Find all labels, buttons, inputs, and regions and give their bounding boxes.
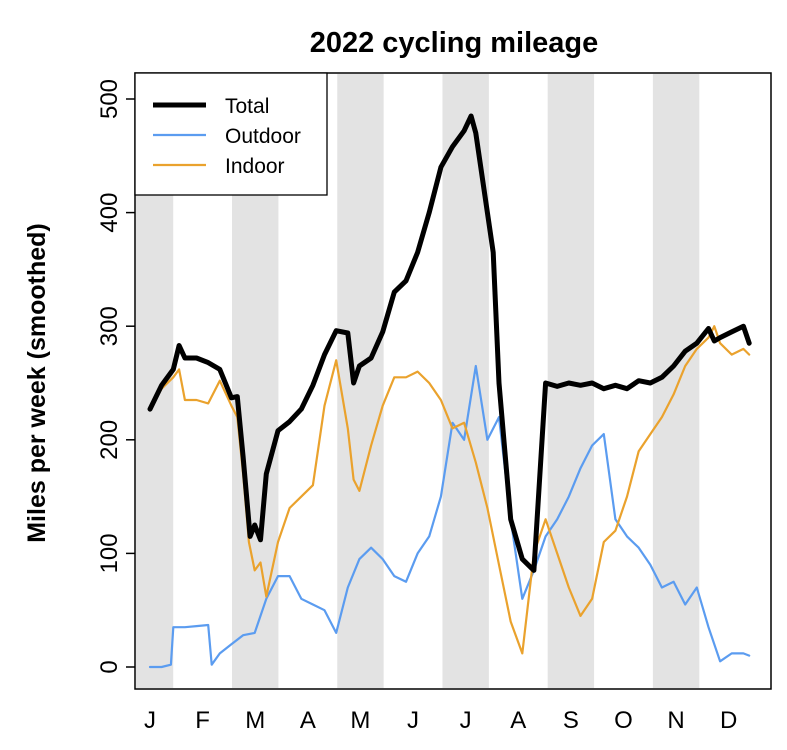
x-tick-label: D [720, 707, 737, 734]
series-line-outdoor [148, 364, 751, 669]
x-tick-label: A [510, 707, 526, 734]
y-tick-label: 400 [96, 193, 123, 233]
chart-title: 2022 cycling mileage [310, 27, 599, 59]
x-tick-label: M [350, 707, 370, 734]
y-tick-label: 100 [96, 533, 123, 573]
plot-lines [147, 113, 752, 669]
legend: Total Outdoor Indoor [134, 72, 328, 196]
x-tick-label: O [614, 707, 633, 734]
series-line-total [147, 113, 752, 573]
x-tick-label: S [563, 707, 579, 734]
x-tick-label: F [195, 707, 210, 734]
y-axis: 0 100 200 300 400 500 [96, 79, 135, 674]
legend-label-outdoor: Outdoor [225, 125, 301, 148]
plot-frame [134, 72, 772, 690]
y-tick-label: 300 [96, 306, 123, 346]
y-tick-label: 0 [96, 660, 123, 673]
x-tick-label: J [460, 707, 472, 734]
legend-label-indoor: Indoor [225, 155, 285, 178]
x-tick-label: M [245, 707, 265, 734]
legend-label-total: Total [225, 95, 269, 118]
y-tick-label: 500 [96, 79, 123, 119]
x-tick-label: J [407, 707, 419, 734]
month-band-M [337, 74, 384, 688]
y-axis-label: Miles per week (smoothed) [23, 223, 51, 543]
x-tick-label: J [144, 707, 156, 734]
y-tick-label: 200 [96, 420, 123, 460]
x-tick-label: A [300, 707, 316, 734]
x-tick-label: N [667, 707, 684, 734]
